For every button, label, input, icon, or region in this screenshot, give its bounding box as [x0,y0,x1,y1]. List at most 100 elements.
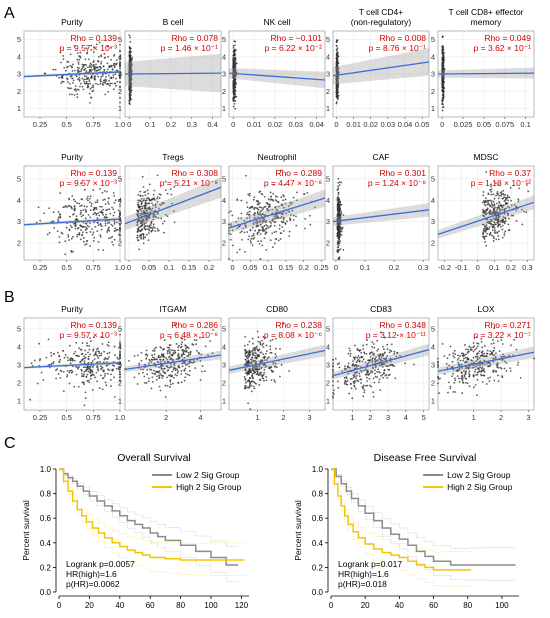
data-point [366,376,368,379]
data-point [128,82,131,85]
data-point [502,193,505,196]
data-point [280,196,283,199]
data-point [153,358,156,361]
section-label-b: B [4,289,15,306]
data-point [113,238,116,241]
data-point [146,373,149,376]
data-point [128,50,131,53]
data-point [504,196,507,199]
data-point [68,83,71,85]
data-point [257,349,259,352]
data-point [483,374,486,377]
data-point [150,387,153,390]
data-point [441,61,444,64]
data-point [78,233,80,236]
data-point [107,91,110,93]
section-label-c: C [4,435,16,452]
data-point [74,200,77,203]
data-point [102,208,104,211]
data-point [95,63,97,66]
data-point [74,350,77,353]
data-point [63,356,66,359]
data-point [119,85,121,88]
data-point [117,209,120,212]
data-point [461,377,464,379]
data-point [137,354,139,357]
data-point [84,349,87,352]
data-point [204,345,207,348]
data-point [336,62,338,65]
data-point [90,63,93,66]
data-point [457,357,460,360]
y-tick-label: 3 [222,70,226,79]
data-point [203,370,206,372]
data-point [59,358,62,361]
data-point [93,66,96,69]
data-point [58,76,60,79]
data-point [139,200,142,203]
data-point [195,343,198,346]
data-point [89,369,92,372]
data-point [367,373,369,376]
data-point [484,225,487,228]
data-point [139,195,142,198]
data-point [39,358,42,360]
data-point [170,365,172,368]
data-point [500,226,502,228]
data-point [165,357,168,360]
data-point [87,66,89,69]
data-point [335,44,338,47]
data-point [372,396,375,398]
data-point [166,350,169,353]
data-point [101,388,104,391]
y-tick-label: 4 [431,196,435,205]
data-point [176,368,178,371]
data-point [257,200,259,203]
fit-line [23,71,121,78]
data-point [89,65,91,68]
data-point [441,343,444,345]
data-point [103,70,106,73]
data-point [65,226,68,229]
data-point [338,199,340,202]
data-point [137,201,140,204]
data-point [148,229,151,232]
data-point [142,232,145,235]
y-tick-label: 2 [326,239,330,248]
data-point [244,387,247,389]
data-point [443,51,445,54]
data-point [336,48,338,51]
data-point [115,85,117,87]
data-point [466,352,469,354]
data-point [79,224,82,227]
data-point [274,221,277,223]
data-point [100,374,102,377]
data-point [354,388,357,390]
data-point [184,347,187,350]
data-point [337,185,339,188]
data-point [107,202,110,205]
data-point [104,222,107,225]
data-point [116,80,119,83]
data-point [483,238,486,240]
data-point [130,51,133,53]
data-point [501,224,504,227]
y-tick-label: 3 [222,217,226,226]
data-point [158,376,161,378]
x-tick-label: 2 [164,413,168,422]
data-point [156,197,158,200]
data-point [377,348,380,351]
data-point [78,76,81,79]
data-point [243,344,246,347]
data-point [103,68,106,71]
data-point [85,211,88,213]
data-point [77,63,80,65]
data-point [374,369,376,371]
data-point [275,366,278,368]
data-point [362,348,365,351]
data-point [169,344,172,346]
data-point [447,391,449,394]
data-point [100,352,103,355]
data-point [248,194,251,197]
